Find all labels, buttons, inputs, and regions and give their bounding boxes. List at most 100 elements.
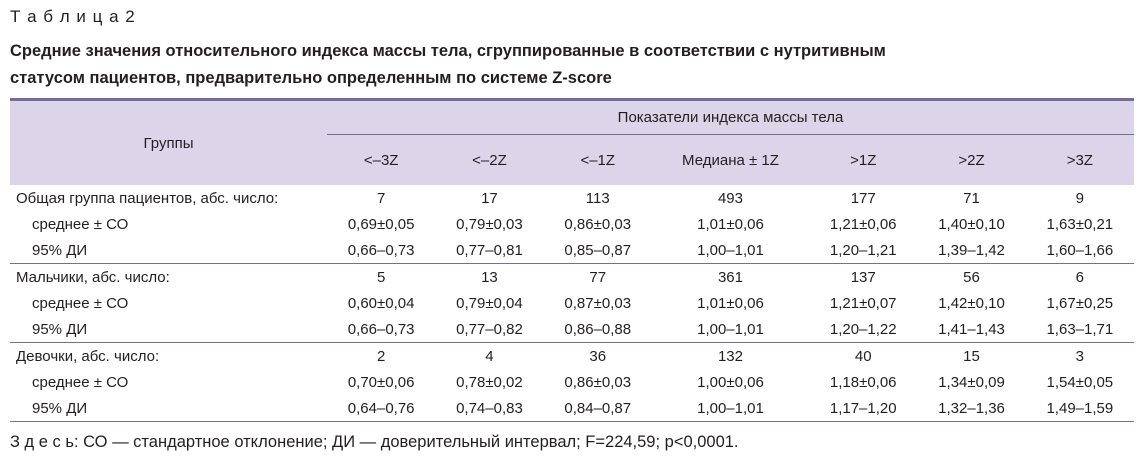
row-label: 95% ДИ [32,320,88,338]
cell: 1,17–1,20 [809,395,918,422]
column-header: <–2Z [435,134,544,185]
table-row: 95% ДИ 0,66–0,73 0,77–0,81 0,85–0,87 1,00–1,… [10,237,1134,264]
column-header: >2Z [917,134,1026,185]
column-header: >1Z [809,134,918,185]
cell: 177 [850,189,876,207]
cell: 1,21±0,07 [829,294,897,312]
group-header: Группы [10,99,327,185]
row-label: 95% ДИ [10,395,327,422]
cell: 132 [651,342,810,369]
cell: 1,00–1,01 [651,395,810,422]
cell: 1,01±0,06 [697,294,764,312]
cell: 1,01±0,06 [697,215,764,233]
cell: 0,64–0,76 [327,395,436,422]
title-line: Средние значения относительного индекса … [10,42,886,60]
cell: 77 [543,263,652,290]
table-head: Группы Показатели индекса массы тела <–3Z <… [10,99,1134,185]
table-footnote: З д е с ь: СО — стандартное отклонение; … [10,433,739,451]
table-row: Мальчики, абс. число: 5 13 77 361 137 56 6 [10,263,1134,290]
cell: 1,60–1,66 [1046,241,1114,259]
cell: 0,87±0,03 [564,294,632,312]
cell: 15 [917,342,1026,369]
table-row: 95% ДИ 0,66–0,73 0,77–0,82 0,86–0,88 1,00–1,… [10,316,1134,343]
cell: 1,54±0,05 [1046,373,1114,391]
column-header: >3Z [1025,134,1134,185]
cell: 0,77–0,81 [456,241,523,259]
cell: 40 [809,342,918,369]
table-row: Общая группа пациентов, абс. число: 7 17 11… [10,185,1134,211]
cell: 1,41–1,43 [938,320,1005,338]
table-title: Средние значения относительного индекса … [10,38,886,92]
cell: 36 [543,342,652,369]
cell: 1,67±0,25 [1046,294,1114,312]
table-row: среднее ± СО 0,69±0,05 0,79±0,03 0,86±0,03 1… [10,211,1134,237]
cell: 9 [1075,189,1084,207]
table-row: Девочки, абс. число: 2 4 36 132 40 15 3 [10,342,1134,369]
cell: 0,86±0,03 [564,215,632,233]
header-row: <–3Z <–2Z <–1Z Медиана ± 1Z >1Z >2Z >3Z [10,134,1134,185]
cell: 1,00–1,01 [697,320,764,338]
column-header: <–1Z [543,134,652,185]
cell: 0,86–0,88 [564,320,632,338]
cell: 0,85–0,87 [564,241,632,259]
table-body: Общая группа пациентов, абс. число: 7 17 11… [10,185,1134,422]
column-header: Медиана ± 1Z [651,134,810,185]
cell: 0,74–0,83 [435,395,544,422]
table-row: среднее ± СО 0,60±0,04 0,79±0,04 0,87±0,03 1… [10,290,1134,316]
cell: 361 [651,263,810,290]
cell: 1,32–1,36 [917,395,1026,422]
cell: 0,86±0,03 [564,373,632,391]
cell: 1,20–1,22 [829,320,897,338]
cell: 17 [481,189,498,207]
cell: 71 [963,189,980,207]
cell: 13 [435,263,544,290]
cell: 0,77–0,82 [456,320,523,338]
cell: 113 [585,189,610,207]
table-row: 95% ДИ 0,64–0,76 0,74–0,83 0,84–0,87 1,00–1,… [10,395,1134,422]
cell: 6 [1025,263,1134,290]
cell: 0,60±0,04 [347,294,415,312]
cell: 0,79±0,03 [456,215,523,233]
cell: 1,39–1,42 [938,241,1005,259]
header-row: Группы Показатели индекса массы тела [10,99,1134,185]
cell: 1,42±0,10 [938,294,1005,312]
cell: 1,63–1,71 [1046,320,1114,338]
cell: 0,70±0,06 [347,373,415,391]
row-label: Мальчики, абс. число: [10,263,327,290]
cell: 493 [717,189,743,207]
table-label: Т а б л и ц а 2 [10,7,136,26]
span-header: Показатели индекса массы тела [327,99,1134,135]
row-label: среднее ± СО [32,373,129,391]
row-label: Общая группа пациентов, абс. число: [16,189,279,207]
row-label: среднее ± СО [32,294,129,312]
cell: 0,69±0,05 [347,215,415,233]
cell: 1,21±0,06 [829,215,897,233]
cell: 1,63±0,21 [1046,215,1114,233]
cell: 0,78±0,02 [456,373,523,391]
row-label: Девочки, абс. число: [10,342,327,369]
cell: 0,79±0,04 [456,294,523,312]
cell: 1,18±0,06 [829,373,897,391]
cell: 5 [327,263,436,290]
cell: 1,20–1,21 [829,241,897,259]
cell: 56 [917,263,1026,290]
row-label: среднее ± СО [32,215,129,233]
cell: 0,66–0,73 [347,241,415,259]
cell: 0,66–0,73 [347,320,415,338]
cell: 1,49–1,59 [1025,395,1134,422]
cell: 0,84–0,87 [543,395,652,422]
cell: 1,40±0,10 [938,215,1005,233]
cell: 1,34±0,09 [938,373,1005,391]
cell: 137 [809,263,918,290]
cell: 7 [376,189,386,207]
table-row: среднее ± СО 0,70±0,06 0,78±0,02 0,86±0,03 1… [10,369,1134,395]
row-label: 95% ДИ [32,241,88,259]
column-header: <–3Z [327,134,436,185]
data-table: Группы Показатели индекса массы тела <–3Z <… [10,98,1134,422]
cell: 2 [327,342,436,369]
cell: 4 [435,342,544,369]
cell: 1,00–1,01 [697,241,764,259]
cell: 1,00±0,06 [697,373,764,391]
title-line: статусом пациентов, предварительно опред… [10,69,612,87]
